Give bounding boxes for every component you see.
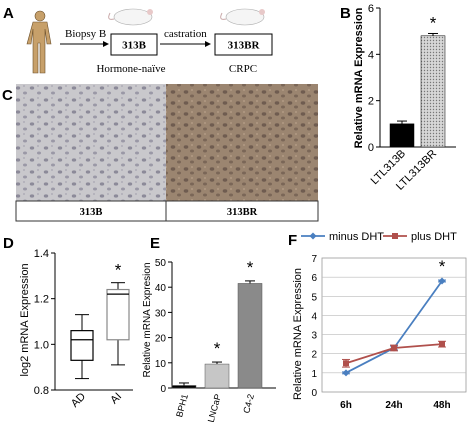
box-313br-label: 313BR xyxy=(228,40,261,52)
panel-letter-f: F xyxy=(288,232,297,249)
x-tick-label: 24h xyxy=(385,400,402,411)
y-tick-label: 1.0 xyxy=(34,339,49,351)
y-tick-label: 1 xyxy=(311,369,317,380)
data-point xyxy=(343,360,349,367)
arrow-1-label: Biopsy B xyxy=(65,28,106,40)
x-tick-label: AI xyxy=(108,391,124,407)
y-tick-label: 0.8 xyxy=(34,385,49,397)
y-axis-label: log2 mRNA Expression xyxy=(19,263,31,376)
y-tick-label: 30 xyxy=(155,308,167,319)
panel-letter-d: D xyxy=(3,235,14,252)
micrograph-313b xyxy=(16,84,166,201)
y-tick-label: 1.2 xyxy=(34,294,49,306)
panel-e-chart: E Relative mRNA Expresion 0 10 20 30 40 50 BPH… xyxy=(142,235,276,422)
y-tick-label: 4 xyxy=(368,49,374,61)
legend-label: plus DHT xyxy=(411,231,457,243)
label-cell-313br xyxy=(165,200,319,222)
legend-label: minus DHT xyxy=(329,231,384,243)
label-313b: 313B xyxy=(80,207,103,218)
significance-star: * xyxy=(430,13,437,32)
x-tick-label: C4-2 xyxy=(241,393,256,414)
y-tick-label: 40 xyxy=(155,283,167,294)
y-tick-label: 2 xyxy=(311,350,317,361)
box xyxy=(106,288,130,341)
significance-star: * xyxy=(214,339,221,358)
y-tick-label: 20 xyxy=(155,334,167,345)
y-tick-label: 3 xyxy=(311,331,317,342)
y-tick-label: 50 xyxy=(155,258,167,269)
mouse-icon xyxy=(108,8,153,26)
x-tick-label: BPH1 xyxy=(174,393,190,418)
box-313b-label: 313B xyxy=(122,40,147,52)
box xyxy=(70,330,94,361)
x-tick-label: AD xyxy=(69,391,88,410)
data-point xyxy=(342,369,350,377)
micrograph-313br xyxy=(166,84,318,201)
mouse-icon xyxy=(220,8,265,26)
data-point xyxy=(391,344,397,351)
y-tick-label: 1.4 xyxy=(34,248,49,260)
panel-f-chart: F Relative mRNA Expression 0 1 2 3 4 5 6 7 6h 24h… xyxy=(288,231,467,411)
y-axis-label: Relative mRNA Expression xyxy=(292,268,304,400)
significance-star: * xyxy=(439,257,446,276)
y-tick-label: 6 xyxy=(311,273,317,284)
legend-marker xyxy=(309,232,317,240)
bar xyxy=(420,35,446,148)
y-tick-label: 6 xyxy=(368,3,374,15)
panel-b-chart: B Relative mRNA Expression 0246LTL313BLT… xyxy=(340,3,456,193)
panel-a: A Biopsy B 313B Hormone-naïve castration… xyxy=(3,5,273,75)
x-tick-label: LNCaP xyxy=(206,393,223,422)
panel-c: C 313B 313BR xyxy=(0,84,319,222)
label-313br: 313BR xyxy=(227,207,258,218)
x-tick-label: 48h xyxy=(433,400,450,411)
bar xyxy=(171,385,197,389)
letter-backdrop xyxy=(0,84,16,106)
legend-marker xyxy=(392,233,398,239)
significance-star: * xyxy=(247,258,254,277)
caption-crpc: CRPC xyxy=(229,63,257,75)
x-tick-label: 6h xyxy=(340,400,352,411)
y-axis-label: Relative mRNA Expression xyxy=(353,7,365,148)
box-313b xyxy=(110,33,158,56)
y-tick-label: 7 xyxy=(311,254,317,265)
y-tick-label: 2 xyxy=(368,96,374,108)
y-tick-label: 10 xyxy=(155,359,167,370)
panel-letter-c: C xyxy=(2,87,13,104)
bar xyxy=(237,283,263,389)
human-figure-icon xyxy=(26,10,52,74)
data-point xyxy=(439,341,445,348)
bar xyxy=(389,123,415,148)
y-tick-label: 0 xyxy=(368,142,374,154)
box-313br xyxy=(214,33,273,56)
panel-d-chart: D log2 mRNA Expression 0.8 1.0 1.2 1.4 AD AI * xyxy=(3,235,133,410)
arrow-2-head-icon xyxy=(205,41,211,47)
y-tick-label: 0 xyxy=(160,384,166,395)
caption-hormone-naive: Hormone-naïve xyxy=(96,63,165,75)
panel-letter-e: E xyxy=(150,235,160,252)
y-tick-label: 5 xyxy=(311,292,317,303)
arrow-2-label: castration xyxy=(164,28,207,40)
y-axis-label: Relative mRNA Expresion xyxy=(142,262,153,377)
y-tick-label: 0 xyxy=(311,388,317,399)
arrow-1-head-icon xyxy=(103,41,109,47)
panel-letter-b: B xyxy=(340,5,351,22)
data-point xyxy=(438,277,446,285)
panel-letter-a: A xyxy=(3,5,14,22)
significance-star: * xyxy=(115,261,122,280)
bar xyxy=(204,363,230,389)
y-tick-label: 4 xyxy=(311,311,317,322)
